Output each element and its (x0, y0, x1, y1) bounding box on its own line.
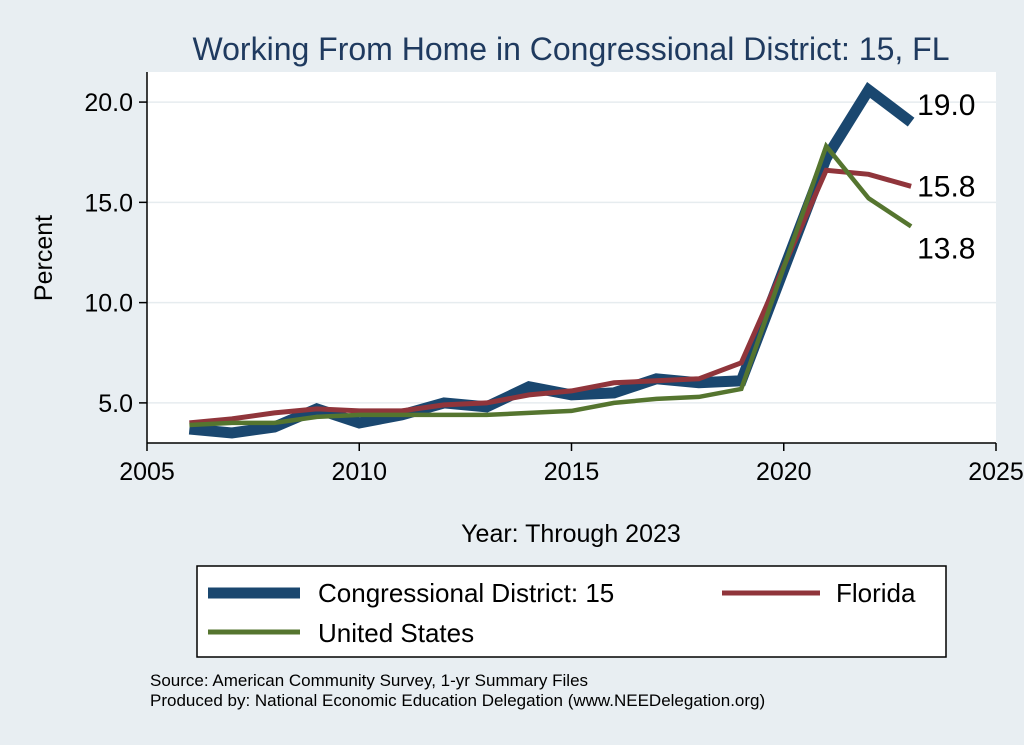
y-tick-label: 15.0 (84, 189, 133, 217)
series-lines (188, 81, 915, 439)
plot-area (147, 72, 996, 443)
end-labels: 19.0 15.8 13.8 (917, 89, 975, 265)
legend-label-district: Congressional District: 15 (318, 578, 614, 608)
x-tick-label: 2015 (544, 458, 600, 486)
end-label-united-states: 13.8 (917, 232, 975, 265)
y-tick-label: 5.0 (98, 390, 133, 418)
x-tick-label: 2020 (756, 458, 812, 486)
producer-note: Produced by: National Economic Education… (150, 691, 765, 710)
legend-label-united-states: United States (318, 618, 474, 648)
series-line-united-states (189, 141, 913, 428)
y-axis-title: Percent (30, 215, 58, 301)
end-label-florida: 15.8 (917, 170, 975, 203)
y-tick-label: 10.0 (84, 290, 133, 318)
end-label-district: 19.0 (917, 89, 975, 122)
legend-label-florida: Florida (836, 578, 916, 608)
x-tick-label: 2005 (119, 458, 175, 486)
x-tick-label: 2010 (331, 458, 387, 486)
legend (196, 565, 947, 658)
x-axis-title: Year: Through 2023 (461, 520, 681, 548)
grid (147, 101, 996, 404)
series-line-florida (189, 167, 912, 426)
y-tick-label: 20.0 (84, 89, 133, 117)
x-tick-label: 2025 (968, 458, 1024, 486)
source-note: Source: American Community Survey, 1-yr … (150, 671, 588, 690)
axis-ticks: 5.0 10.0 15.0 20.0 2005 2010 2015 2020 2025 (84, 89, 1023, 486)
chart-title: Working From Home in Congressional Distr… (193, 31, 950, 67)
